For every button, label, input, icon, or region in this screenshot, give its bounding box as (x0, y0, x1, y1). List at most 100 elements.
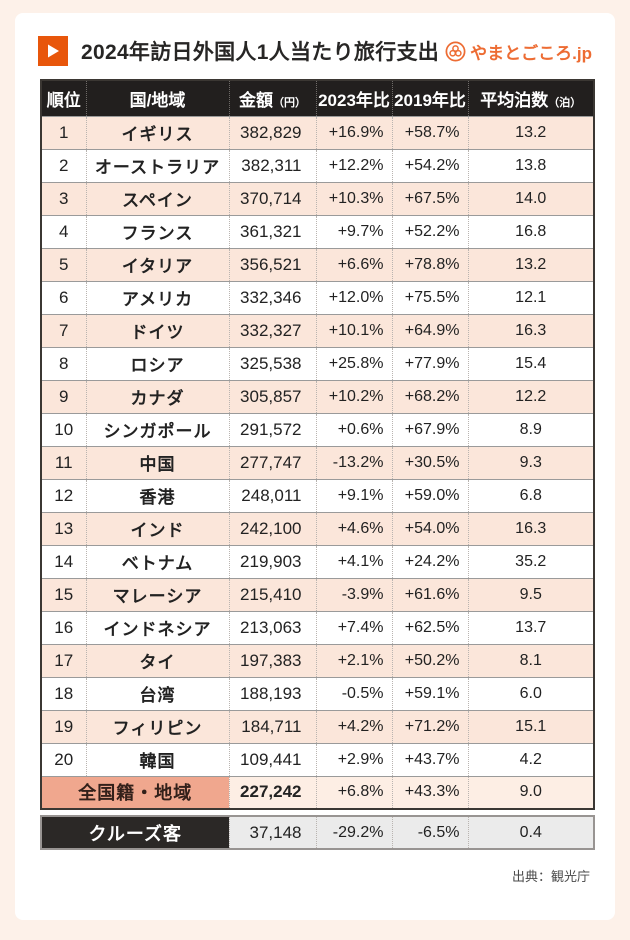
col-header-nights: 平均泊数（泊） (467, 80, 594, 116)
nights-cell: 16.3 (467, 313, 594, 347)
vs2019-cell: +67.9% (391, 412, 468, 446)
rank-cell: 13 (41, 511, 86, 545)
summary-amount: 227,242 (228, 775, 316, 809)
table-row: 9 カナダ 305,857 +10.2% +68.2% 12.2 (41, 379, 594, 413)
rank-cell: 14 (41, 544, 86, 578)
amount-cell: 242,100 (228, 511, 316, 545)
table-row: 10 シンガポール 291,572 +0.6% +67.9% 8.9 (41, 412, 594, 446)
amount-cell: 356,521 (228, 247, 316, 281)
amount-cell: 213,063 (228, 610, 316, 644)
col-header-rank: 順位 (41, 80, 86, 116)
vs2019-cell: +62.5% (391, 610, 468, 644)
yamatogokoro-emblem-icon (445, 41, 466, 62)
amount-cell: 188,193 (228, 676, 316, 710)
vs2023-cell: +4.6% (315, 511, 392, 545)
rank-cell: 12 (41, 478, 86, 512)
amount-cell: 248,011 (228, 478, 316, 512)
rank-cell: 2 (41, 148, 86, 182)
country-cell: インドネシア (85, 610, 229, 644)
vs2023-cell: -13.2% (315, 445, 392, 479)
rank-cell: 18 (41, 676, 86, 710)
vs2019-cell: +75.5% (391, 280, 468, 314)
amount-cell: 215,410 (228, 577, 316, 611)
amount-cell: 109,441 (228, 742, 316, 776)
vs2023-cell: +9.7% (315, 214, 392, 248)
rank-cell: 16 (41, 610, 86, 644)
title-bar: 2024年訪日外国人1人当たり旅行支出 やまとごころ.jp (15, 13, 615, 66)
amount-cell: 305,857 (228, 379, 316, 413)
table-row: 2 オーストラリア 382,311 +12.2% +54.2% 13.8 (41, 148, 594, 182)
summary-vs2023: +6.8% (315, 775, 392, 809)
amount-cell: 277,747 (228, 445, 316, 479)
vs2023-cell: +16.9% (315, 115, 392, 149)
amount-cell: 361,321 (228, 214, 316, 248)
country-cell: スペイン (85, 181, 229, 215)
country-cell: マレーシア (85, 577, 229, 611)
vs2019-cell: +68.2% (391, 379, 468, 413)
table-row: 7 ドイツ 332,327 +10.1% +64.9% 16.3 (41, 313, 594, 347)
nights-cell: 6.8 (467, 478, 594, 512)
nights-cell: 8.9 (467, 412, 594, 446)
vs2023-cell: +6.6% (315, 247, 392, 281)
table-header-row: 順位 国/地域 金額（円） 2023年比 2019年比 平均泊数（泊） (41, 80, 594, 116)
amount-cell: 325,538 (228, 346, 316, 380)
nights-cell: 12.1 (467, 280, 594, 314)
amount-cell: 332,327 (228, 313, 316, 347)
nights-unit: （泊） (548, 96, 582, 109)
vs2019-cell: +59.1% (391, 676, 468, 710)
country-cell: ロシア (85, 346, 229, 380)
amount-unit: （円） (273, 96, 306, 109)
vs2019-cell: +78.8% (391, 247, 468, 281)
table-row: 12 香港 248,011 +9.1% +59.0% 6.8 (41, 478, 594, 512)
vs2019-cell: +54.2% (391, 148, 468, 182)
nights-cell: 15.4 (467, 346, 594, 380)
vs2023-cell: +4.1% (315, 544, 392, 578)
cruise-row: クルーズ客 37,148 -29.2% -6.5% 0.4 (41, 816, 594, 849)
amount-cell: 370,714 (228, 181, 316, 215)
nights-cell: 14.0 (467, 181, 594, 215)
vs2023-cell: +10.2% (315, 379, 392, 413)
amount-cell: 184,711 (228, 709, 316, 743)
rank-cell: 4 (41, 214, 86, 248)
vs2019-cell: +50.2% (391, 643, 468, 677)
vs2023-cell: +10.1% (315, 313, 392, 347)
rank-cell: 6 (41, 280, 86, 314)
nights-cell: 12.2 (467, 379, 594, 413)
vs2019-cell: +61.6% (391, 577, 468, 611)
country-cell: 香港 (85, 478, 229, 512)
summary-nights: 9.0 (467, 775, 594, 809)
cruise-passengers-table: クルーズ客 37,148 -29.2% -6.5% 0.4 (40, 815, 595, 850)
country-cell: インド (85, 511, 229, 545)
table-row: 11 中国 277,747 -13.2% +30.5% 9.3 (41, 445, 594, 479)
table-row: 3 スペイン 370,714 +10.3% +67.5% 14.0 (41, 181, 594, 215)
cruise-amount: 37,148 (228, 816, 316, 849)
amount-cell: 332,346 (228, 280, 316, 314)
country-cell: オーストラリア (85, 148, 229, 182)
site-logo: やまとごころ.jp (445, 39, 592, 64)
rank-cell: 11 (41, 445, 86, 479)
table-row: 8 ロシア 325,538 +25.8% +77.9% 15.4 (41, 346, 594, 380)
table-row: 13 インド 242,100 +4.6% +54.0% 16.3 (41, 511, 594, 545)
vs2023-cell: +25.8% (315, 346, 392, 380)
col-header-vs2019: 2019年比 (391, 80, 468, 116)
rank-cell: 20 (41, 742, 86, 776)
nights-cell: 4.2 (467, 742, 594, 776)
vs2023-cell: +2.1% (315, 643, 392, 677)
vs2023-cell: +2.9% (315, 742, 392, 776)
col-header-amount: 金額（円） (228, 80, 316, 116)
cruise-vs2019: -6.5% (391, 816, 468, 849)
country-cell: 中国 (85, 445, 229, 479)
spending-table: 順位 国/地域 金額（円） 2023年比 2019年比 平均泊数（泊） 1 イギ… (40, 79, 595, 810)
nights-cell: 13.7 (467, 610, 594, 644)
vs2023-cell: +10.3% (315, 181, 392, 215)
vs2023-cell: +9.1% (315, 478, 392, 512)
nights-cell: 13.2 (467, 247, 594, 281)
rank-cell: 7 (41, 313, 86, 347)
vs2023-cell: +7.4% (315, 610, 392, 644)
infographic-card: 2024年訪日外国人1人当たり旅行支出 やまとごころ.jp 順位 国/地域 金額… (15, 13, 615, 920)
col-header-country: 国/地域 (85, 80, 229, 116)
vs2019-cell: +54.0% (391, 511, 468, 545)
country-cell: シンガポール (85, 412, 229, 446)
vs2019-cell: +43.7% (391, 742, 468, 776)
table-row: 6 アメリカ 332,346 +12.0% +75.5% 12.1 (41, 280, 594, 314)
